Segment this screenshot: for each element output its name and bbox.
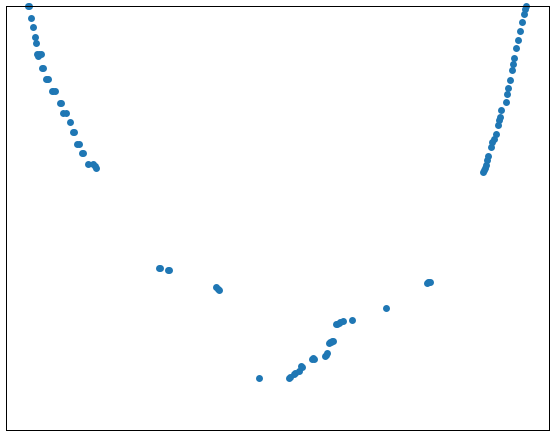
data-point [349, 317, 356, 324]
data-point [513, 45, 520, 52]
data-point [485, 153, 492, 160]
data-point [427, 279, 434, 286]
data-point [497, 114, 504, 121]
data-point [157, 265, 164, 272]
data-point [256, 375, 263, 382]
data-point [510, 61, 517, 68]
data-point [38, 51, 45, 58]
axes-frame [6, 6, 550, 431]
data-point [32, 34, 39, 41]
data-point [324, 350, 331, 357]
data-point [330, 338, 337, 345]
data-point [299, 364, 306, 371]
data-point [33, 40, 40, 47]
scatter-points [25, 3, 530, 382]
data-point [71, 129, 78, 136]
data-point [30, 24, 37, 31]
data-point [504, 91, 511, 98]
data-point [507, 77, 514, 84]
data-point [503, 99, 510, 106]
data-point [493, 131, 500, 138]
data-point [340, 318, 347, 325]
data-point [166, 267, 173, 274]
data-point [85, 161, 92, 168]
data-point [58, 100, 65, 107]
data-point [67, 119, 74, 126]
data-point [52, 88, 59, 95]
data-point [76, 141, 83, 148]
data-point [509, 67, 516, 74]
data-point [505, 85, 512, 92]
data-point [515, 37, 522, 44]
data-point [40, 65, 47, 72]
data-point [511, 55, 518, 62]
data-point [311, 356, 318, 363]
data-point [216, 287, 223, 294]
data-point [80, 150, 87, 157]
data-point [519, 19, 526, 26]
data-point [383, 305, 390, 312]
data-point [28, 15, 35, 22]
data-point [517, 28, 524, 35]
data-point [45, 76, 52, 83]
data-point [63, 110, 70, 117]
data-point [93, 165, 100, 172]
data-point [498, 107, 505, 114]
